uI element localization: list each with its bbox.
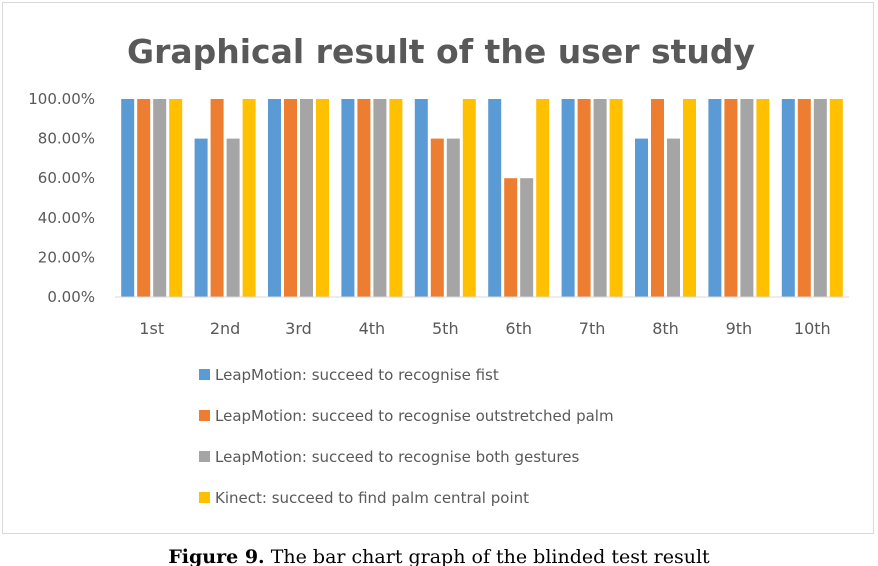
caption-label: Figure 9.: [168, 546, 265, 566]
legend-label: LeapMotion: succeed to recognise both ge…: [215, 448, 579, 466]
y-tick-label: 40.00%: [38, 209, 95, 227]
legend: LeapMotion: succeed to recognise fist Lea…: [199, 366, 614, 507]
bar: [813, 99, 827, 297]
x-tick-label: 10th: [794, 319, 831, 338]
bar: [137, 99, 151, 297]
bar: [797, 99, 811, 297]
legend-swatch: [199, 451, 210, 462]
x-axis: 1st 2nd 3rd 4th 5th 6th 7th 8th 9th 10th: [139, 319, 830, 338]
bar: [446, 138, 460, 297]
legend-swatch: [199, 410, 210, 421]
legend-swatch: [199, 492, 210, 503]
bar: [561, 99, 575, 297]
chart-container: Graphical result of the user study 0.00%…: [2, 2, 874, 534]
y-tick-label: 60.00%: [38, 169, 95, 187]
chart-title: Graphical result of the user study: [127, 32, 755, 71]
x-tick-label: 3rd: [285, 319, 312, 338]
bar: [373, 99, 387, 297]
bar: [756, 99, 770, 297]
bar: [194, 138, 208, 297]
bar: [683, 99, 696, 297]
bar: [268, 99, 281, 297]
bar-chart: Graphical result of the user study 0.00%…: [28, 32, 849, 507]
bar: [829, 99, 843, 297]
bar: [536, 99, 550, 297]
y-tick-label: 20.00%: [38, 248, 95, 266]
x-tick-label: 7th: [579, 319, 606, 338]
bar: [121, 99, 135, 297]
y-tick-label: 100.00%: [28, 90, 95, 108]
bar: [781, 99, 795, 297]
bar: [609, 99, 623, 297]
bar: [462, 99, 476, 297]
bar: [341, 99, 355, 297]
bar: [593, 99, 607, 297]
legend-label: Kinect: succeed to find palm central poi…: [215, 489, 529, 507]
bar: [300, 99, 313, 297]
x-tick-label: 5th: [432, 319, 459, 338]
bar: [708, 99, 722, 297]
bar: [389, 99, 403, 297]
bar: [740, 99, 754, 297]
x-tick-label: 2nd: [210, 319, 240, 338]
y-tick-label: 80.00%: [38, 130, 95, 148]
bar: [284, 99, 297, 297]
x-tick-label: 4th: [359, 319, 386, 338]
legend-label: LeapMotion: succeed to recognise fist: [215, 366, 499, 384]
x-tick-label: 1st: [139, 319, 164, 338]
legend-label: LeapMotion: succeed to recognise outstre…: [215, 407, 614, 425]
x-tick-label: 9th: [726, 319, 753, 338]
bar: [226, 138, 240, 297]
bar: [430, 138, 444, 297]
y-tick-label: 0.00%: [47, 288, 95, 306]
bar: [504, 178, 518, 297]
bar: [724, 99, 738, 297]
bar: [357, 99, 371, 297]
bar: [242, 99, 256, 297]
bar: [651, 99, 664, 297]
bar: [210, 99, 224, 297]
bar: [520, 178, 534, 297]
x-tick-label: 6th: [505, 319, 532, 338]
caption-text: The bar chart graph of the blinded test …: [270, 546, 710, 566]
y-axis: 0.00% 20.00% 40.00% 60.00% 80.00% 100.00%: [28, 90, 95, 306]
bar: [488, 99, 502, 297]
bar: [414, 99, 428, 297]
bar: [635, 138, 648, 297]
bar: [153, 99, 167, 297]
bar: [667, 138, 680, 297]
bar: [316, 99, 329, 297]
bar: [169, 99, 183, 297]
bars: [121, 99, 843, 297]
legend-swatch: [199, 369, 210, 380]
x-tick-label: 8th: [652, 319, 679, 338]
bar: [577, 99, 591, 297]
figure-caption: Figure 9. The bar chart graph of the bli…: [0, 546, 878, 566]
